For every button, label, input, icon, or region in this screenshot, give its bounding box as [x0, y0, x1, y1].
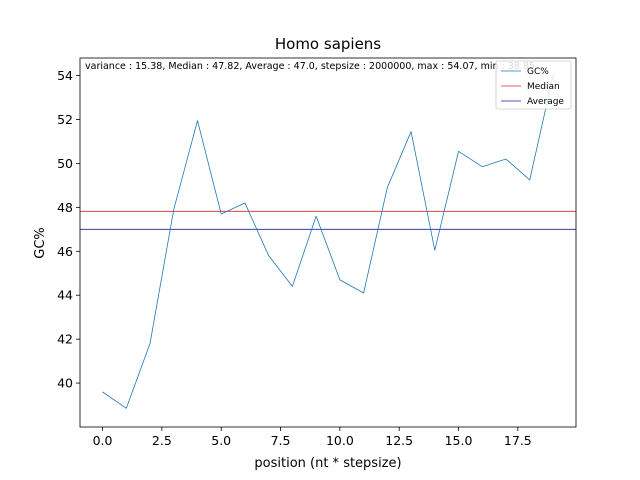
legend-label-median: Median: [527, 82, 560, 92]
y-axis-label: GC%: [33, 227, 48, 259]
x-tick-label: 12.5: [385, 433, 413, 448]
legend-label-average: Average: [527, 97, 564, 107]
plot-frame: [79, 57, 577, 428]
y-tick-label: 44: [57, 288, 73, 303]
y-tick-label: 54: [57, 68, 73, 83]
x-tick-label: 7.5: [271, 433, 291, 448]
gc-series-line: [102, 73, 554, 409]
x-tick-label: 2.5: [152, 433, 172, 448]
y-tick-label: 52: [57, 112, 73, 127]
y-tick-label: 42: [57, 332, 73, 347]
legend-label-gc: GC%: [527, 67, 549, 77]
y-tick-label: 40: [57, 376, 73, 391]
y-tick-label: 48: [57, 200, 73, 215]
x-tick-label: 10.0: [326, 433, 354, 448]
legend: GC% Median Average: [495, 60, 572, 110]
x-tick-label: 0.0: [93, 433, 113, 448]
x-axis-label: position (nt * stepsize): [254, 456, 401, 471]
y-tick-label: 46: [57, 244, 73, 259]
x-tick-label: 15.0: [445, 433, 473, 448]
chart-title: Homo sapiens: [275, 35, 381, 53]
x-tick-label: 17.5: [504, 433, 532, 448]
stats-annotation: variance : 15.38, Median : 47.82, Averag…: [85, 61, 535, 72]
y-tick-label: 50: [57, 156, 73, 171]
legend-box: [495, 60, 572, 110]
x-tick-label: 5.0: [211, 433, 231, 448]
